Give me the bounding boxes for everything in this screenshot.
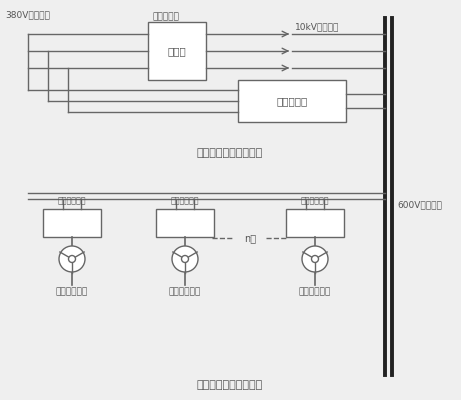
Text: 风力发电机组: 风力发电机组 [56,287,88,296]
FancyBboxPatch shape [156,209,214,237]
Text: 三相整流管桥: 三相整流管桥 [58,196,86,205]
Text: 三相整流管桥: 三相整流管桥 [171,196,199,205]
Circle shape [312,256,319,262]
Text: 600V直流母线: 600V直流母线 [397,200,442,210]
Circle shape [69,256,76,262]
Text: 10kV输电线路: 10kV输电线路 [295,22,339,31]
Text: 小型直流风力发电机群: 小型直流风力发电机群 [197,148,263,158]
Circle shape [182,256,189,262]
Circle shape [172,246,198,272]
Text: 风力发电机组: 风力发电机组 [169,287,201,296]
FancyBboxPatch shape [148,22,206,80]
Text: 用户变压器: 用户变压器 [152,12,179,21]
Text: n台: n台 [244,233,256,243]
Text: 380V输电线路: 380V输电线路 [5,10,50,19]
Circle shape [59,246,85,272]
FancyBboxPatch shape [43,209,101,237]
Text: 并网逆变器: 并网逆变器 [277,96,307,106]
Text: 变压器: 变压器 [168,46,186,56]
FancyBboxPatch shape [238,80,346,122]
Text: 风力发电节能减排系统: 风力发电节能减排系统 [197,380,263,390]
Circle shape [302,246,328,272]
FancyBboxPatch shape [286,209,344,237]
Text: 风力发电机组: 风力发电机组 [299,287,331,296]
Text: 三相整流管桥: 三相整流管桥 [301,196,329,205]
